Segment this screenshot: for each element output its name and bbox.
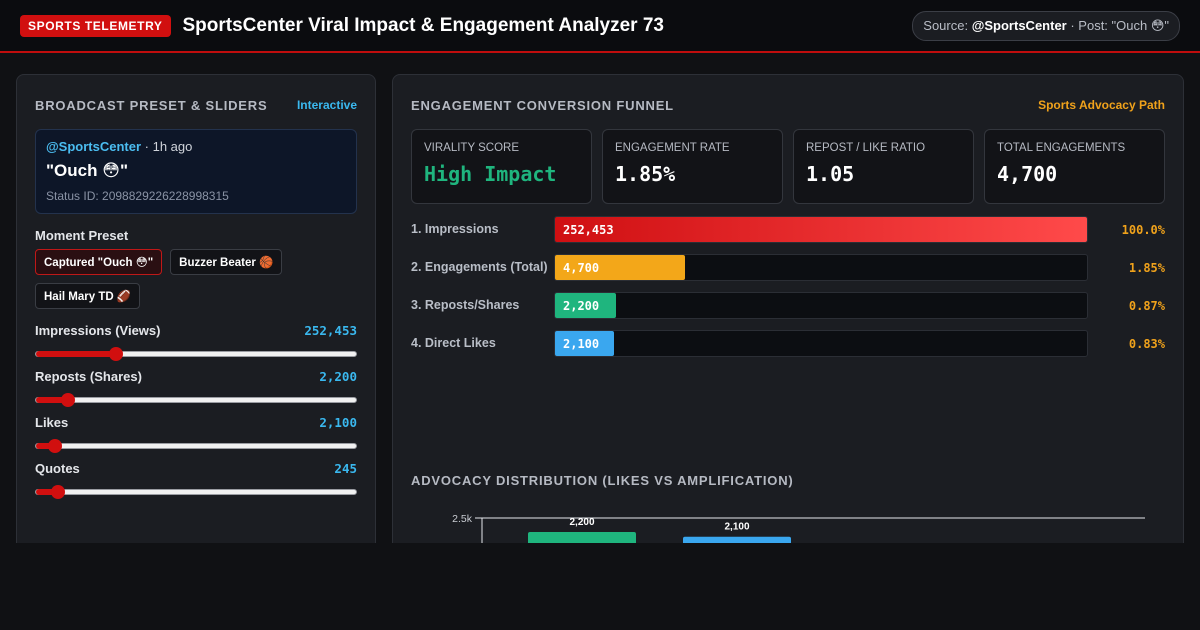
- funnel-panel-title: ENGAGEMENT CONVERSION FUNNEL: [411, 97, 674, 113]
- slider-label: Reposts (Shares): [35, 369, 142, 384]
- funnel-percent: 0.83%: [1128, 336, 1165, 351]
- moment-preset-label: Moment Preset: [35, 228, 129, 243]
- funnel-percent: 0.87%: [1128, 298, 1165, 313]
- slider-fill: [36, 443, 56, 449]
- page-title: SportsCenter Viral Impact & Engagement A…: [182, 14, 665, 36]
- slider-block: Reposts (Shares) 2,200: [35, 369, 357, 407]
- slider-track[interactable]: [35, 347, 357, 361]
- slider-thumb[interactable]: [61, 393, 75, 407]
- funnel-track: 2,100: [554, 330, 1088, 357]
- preset-panel-title: BROADCAST PRESET & SLIDERS: [35, 97, 268, 113]
- advocacy-bar-label: 2,200: [569, 517, 594, 528]
- advocacy-path-tag: Sports Advocacy Path: [1038, 98, 1165, 112]
- kpi-total-engagements: TOTAL ENGAGEMENTS 4,700: [984, 129, 1165, 204]
- slider-label: Likes: [35, 415, 69, 430]
- kpi-label: REPOST / LIKE RATIO: [806, 142, 926, 154]
- slider-track[interactable]: [35, 485, 357, 499]
- funnel-row: 4. Direct Likes 2,100 0.83%: [411, 330, 1165, 357]
- advocacy-bar-label: 2,100: [724, 522, 749, 533]
- advocacy-title: ADVOCACY DISTRIBUTION (LIKES VS AMPLIFIC…: [411, 473, 794, 488]
- slider-track[interactable]: [35, 393, 357, 407]
- app-header: SPORTS TELEMETRY SportsCenter Viral Impa…: [0, 0, 1200, 53]
- slider-label: Quotes: [35, 461, 80, 476]
- preset-group: Captured "Ouch 😳" Buzzer Beater 🏀 Hail M…: [35, 249, 357, 309]
- source-post: · Post: "Ouch 😳": [1066, 17, 1169, 33]
- y-tick-label: 2.5k: [452, 513, 473, 525]
- post-handle[interactable]: @SportsCenter: [46, 139, 142, 154]
- preset-panel: BROADCAST PRESET & SLIDERS Interactive @…: [16, 74, 376, 554]
- slider-block: Quotes 245: [35, 461, 357, 499]
- funnel-bar: 4,700: [555, 255, 686, 280]
- kpi-value: 1.85%: [615, 162, 676, 186]
- funnel-row: 2. Engagements (Total) 4,700 1.85%: [411, 254, 1165, 281]
- preset-hail-mary-button[interactable]: Hail Mary TD 🏈: [35, 283, 141, 309]
- funnel-bar: 2,200: [555, 293, 617, 318]
- source-prefix: Source:: [923, 17, 972, 33]
- interactive-tag: Interactive: [296, 98, 357, 112]
- kpi-engagement-rate: ENGAGEMENT RATE 1.85%: [602, 129, 783, 204]
- slider-thumb[interactable]: [48, 439, 63, 453]
- funnel-track: 252,453: [554, 216, 1088, 243]
- funnel-percent: 100.0%: [1121, 222, 1165, 237]
- funnel-row: 3. Reposts/Shares 2,200 0.87%: [411, 292, 1165, 319]
- source-handle[interactable]: @SportsCenter: [971, 17, 1067, 33]
- slider-thumb[interactable]: [109, 347, 123, 361]
- kpi-label: VIRALITY SCORE: [424, 142, 520, 154]
- slider-label: Impressions (Views): [35, 323, 161, 338]
- funnel-row: 1. Impressions 252,453 100.0%: [411, 216, 1165, 243]
- funnel-label: 3. Reposts/Shares: [411, 298, 520, 312]
- funnel-label: 2. Engagements (Total): [411, 260, 548, 274]
- funnel-bar: 2,100: [555, 331, 614, 356]
- slider-fill: [36, 489, 59, 495]
- preset-captured-ouch-button[interactable]: Captured "Ouch 😳": [35, 249, 163, 275]
- conversion-funnel: 1. Impressions 252,453 100.0% 2. Engagement…: [411, 216, 1165, 357]
- viewport-bottom: [0, 543, 1200, 630]
- kpi-value: 4,700: [997, 162, 1058, 186]
- telemetry-badge: SPORTS TELEMETRY: [20, 14, 171, 37]
- slider-value: 245: [334, 461, 357, 476]
- slider-value: 2,100: [319, 415, 357, 430]
- slider-value: 2,200: [319, 369, 357, 384]
- slider-fill: [36, 351, 116, 357]
- source-pill: Source: @SportsCenter · Post: "Ouch 😳": [912, 10, 1180, 41]
- slider-thumb[interactable]: [51, 485, 66, 499]
- funnel-panel: ENGAGEMENT CONVERSION FUNNEL Sports Advo…: [392, 74, 1184, 565]
- post-card: @SportsCenter · 1h ago "Ouch 😳" Status I…: [35, 129, 357, 214]
- slider-track[interactable]: [35, 439, 357, 453]
- slider-block: Likes 2,100: [35, 415, 357, 453]
- slider-value: 252,453: [304, 323, 357, 338]
- kpi-repost-like-ratio: REPOST / LIKE RATIO 1.05: [793, 129, 974, 204]
- funnel-bar: 252,453: [555, 217, 1087, 242]
- funnel-track: 4,700: [554, 254, 1088, 281]
- post-status-id: Status ID: 2098829226228998315: [46, 189, 229, 203]
- kpi-value: 1.05: [806, 162, 855, 186]
- kpi-row: VIRALITY SCORE High Impact ENGAGEMENT RA…: [411, 129, 1165, 204]
- funnel-track: 2,200: [554, 292, 1088, 319]
- kpi-label: ENGAGEMENT RATE: [615, 142, 730, 154]
- post-time: · 1h ago: [141, 139, 193, 154]
- post-text: "Ouch 😳": [46, 161, 129, 180]
- funnel-label: 4. Direct Likes: [411, 336, 496, 350]
- preset-buzzer-beater-button[interactable]: Buzzer Beater 🏀: [170, 249, 283, 275]
- kpi-label: TOTAL ENGAGEMENTS: [997, 142, 1126, 154]
- slider-block: Impressions (Views) 252,453: [35, 323, 357, 361]
- kpi-virality-score: VIRALITY SCORE High Impact: [411, 129, 592, 204]
- kpi-value: High Impact: [424, 162, 557, 186]
- slider-fill: [36, 397, 68, 403]
- funnel-percent: 1.85%: [1128, 260, 1165, 275]
- funnel-label: 1. Impressions: [411, 222, 499, 236]
